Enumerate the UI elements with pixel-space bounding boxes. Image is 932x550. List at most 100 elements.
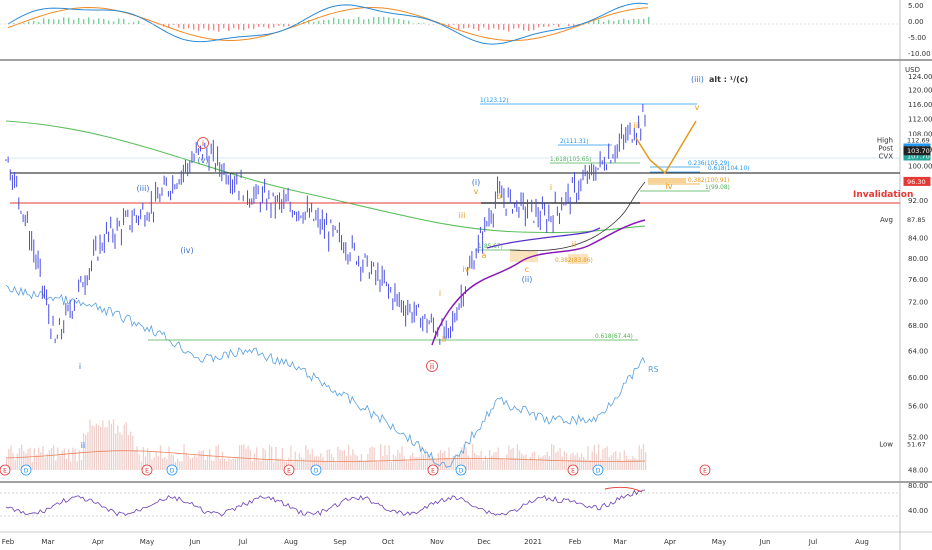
macd-histogram-bar: [168, 24, 170, 28]
volume-bar: [260, 460, 262, 470]
rsi-pane: [0, 486, 900, 517]
badge-value: 96.30: [907, 178, 926, 186]
event-label-D: D: [596, 468, 601, 475]
invalidation-label: Invalidation: [853, 190, 913, 200]
badge-value: 112.69: [907, 137, 930, 145]
volume-bar: [219, 459, 222, 470]
macd-histogram-bar: [213, 24, 215, 31]
wave-label-i-circle-ring: [197, 137, 209, 149]
volume-bar: [151, 459, 153, 470]
volume-bar: [591, 451, 593, 470]
macd-histogram-bar: [88, 17, 90, 24]
time-tick: Aug: [855, 538, 869, 546]
volume-bar: [46, 453, 48, 470]
volume-bar: [29, 447, 31, 470]
event-label-D: D: [170, 468, 175, 475]
volume-bar: [409, 455, 412, 470]
badge-label: High: [877, 137, 893, 145]
macd-histogram-bar: [388, 17, 390, 24]
volume-bar: [634, 457, 636, 470]
macd-histogram-bar: [458, 24, 460, 30]
macd-tick: 5.00: [908, 2, 924, 10]
channel-path: [486, 227, 601, 249]
volume-bar: [493, 452, 495, 470]
volume-bar: [615, 451, 617, 470]
wave-label-iii-orange: iii: [634, 121, 641, 130]
volume-bar: [527, 459, 529, 470]
wave-label-iii: (iii): [137, 184, 150, 193]
macd-histogram-bar: [203, 24, 205, 29]
volume-bar: [202, 450, 204, 470]
macd-histogram-bar: [128, 22, 130, 24]
badge-label: Low: [879, 441, 893, 449]
volume-bar: [82, 433, 85, 470]
volume-bar: [578, 457, 581, 470]
price-badge: Avg 87.85: [880, 215, 930, 224]
time-tick: 2021: [524, 538, 542, 546]
macd-histogram-bar: [423, 23, 425, 24]
volume-bar: [435, 459, 437, 470]
time-tick: Jul: [808, 538, 818, 546]
volume-bar: [401, 446, 403, 470]
macd-histogram-bar: [548, 24, 550, 27]
volume-bar: [482, 460, 484, 470]
time-tick: Sep: [333, 538, 347, 546]
volume-bar: [632, 456, 634, 470]
macd-histogram-bar: [593, 20, 595, 24]
volume-bar: [388, 445, 390, 470]
volume-bar: [444, 450, 446, 470]
event-marker-E: [283, 464, 295, 476]
macd-histogram-bar: [433, 24, 435, 25]
volume-bars: [5, 419, 647, 470]
rs-line: RS: [5, 284, 659, 468]
fib-levels: 1(123.12) 2(111.31) 1.618(105.65) 0.236(105…: [10, 98, 913, 341]
volume-bar: [352, 449, 354, 470]
wave-label-ii-left: ii: [81, 441, 85, 450]
badge-label: Post: [878, 145, 893, 153]
volume-bar: [292, 461, 294, 470]
macd-histogram-bar: [193, 24, 195, 30]
rsi-divergence-line: [604, 486, 643, 493]
price-tick: 52.00: [908, 433, 928, 441]
currency-label: USD: [905, 66, 920, 74]
macd-histogram-bar: [103, 18, 105, 24]
wave-label-iii-small: iii: [459, 211, 466, 220]
volume-bar: [181, 461, 183, 470]
badge-label: Avg: [880, 216, 893, 224]
macd-histogram-bar: [418, 22, 420, 24]
volume-bar: [488, 449, 491, 470]
macd-histogram-bar: [138, 20, 140, 24]
price-scale: 124.00120.00116.00112.00108.00104.00100.…: [877, 2, 932, 515]
time-tick: Apr: [664, 538, 676, 546]
price-tick: 108.00: [908, 130, 932, 138]
time-tick: Aug: [284, 538, 298, 546]
volume-bar: [230, 459, 232, 470]
projection-polyline: [635, 120, 697, 175]
volume-bar: [127, 435, 130, 470]
fib-label-0618: 0.618(67.44): [595, 334, 633, 340]
volume-bar: [399, 452, 401, 470]
volume-bar: [236, 456, 239, 470]
volume-bar: [61, 450, 63, 470]
volume-bar: [518, 450, 521, 470]
macd-histogram-bar: [513, 24, 515, 29]
macd-histogram-bar: [403, 19, 405, 24]
macd-histogram-bar: [288, 24, 290, 27]
volume-bar: [377, 461, 380, 470]
volume-bar: [536, 459, 538, 470]
volume-bar: [114, 433, 117, 470]
volume-bar: [561, 456, 563, 470]
volume-bar: [117, 425, 119, 470]
macd-histogram-bar: [543, 24, 545, 27]
wave-label-ii-paren: (ii): [522, 275, 533, 284]
volume-bar: [159, 445, 162, 470]
macd-histogram-bar: [278, 24, 280, 26]
volume-bar: [166, 459, 168, 470]
volume-bar: [204, 459, 207, 470]
macd-histogram-bar: [373, 17, 375, 24]
volume-bar: [38, 447, 40, 470]
volume-bar: [516, 444, 519, 470]
volume-bar: [510, 449, 512, 470]
